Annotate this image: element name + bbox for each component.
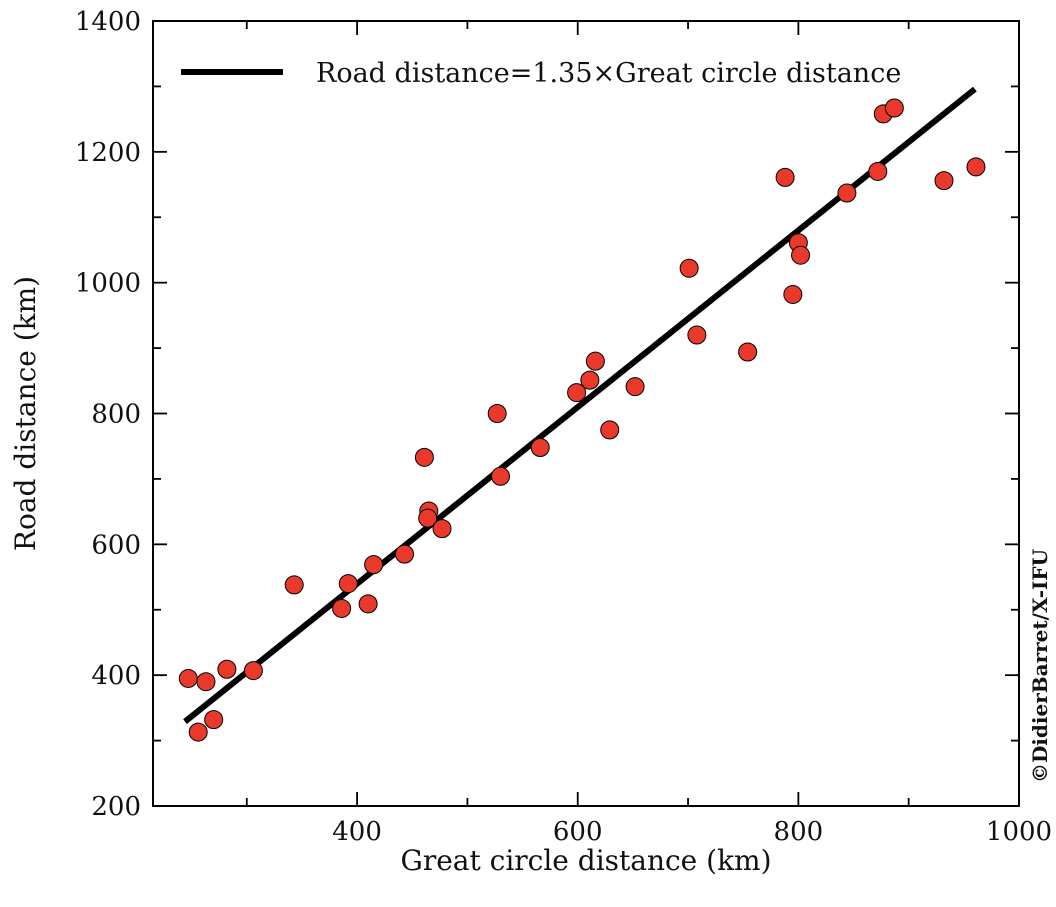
scatter-point	[585, 351, 605, 371]
y-tick-label: 1400	[75, 7, 141, 37]
scatter-point	[178, 668, 198, 688]
x-tick-label: 600	[553, 817, 603, 847]
scatter-point	[783, 284, 803, 304]
y-tick-label: 600	[91, 530, 141, 560]
scatter-point	[196, 672, 216, 692]
y-tick-label: 800	[91, 400, 141, 430]
fit-line-layer	[183, 86, 977, 724]
scatter-point	[487, 404, 507, 423]
scatter-point	[837, 183, 857, 203]
scatter-point	[934, 171, 954, 191]
scatter-point	[625, 377, 645, 397]
tick-labels: 400 600 800 1000 200 400 600 800 1000 1200 1400	[75, 7, 1052, 847]
scatter-point	[217, 659, 237, 679]
scatter-point	[358, 594, 378, 614]
y-tick-label: 200	[91, 792, 141, 822]
credit-text: ©DidierBarret/X-IFU	[1028, 549, 1052, 783]
scatter-point	[580, 370, 600, 390]
x-tick-label: 400	[332, 817, 382, 847]
scatter-point	[687, 325, 707, 345]
legend-label: Road distance=1.35×Great circle distance	[316, 58, 901, 89]
scatter-point	[188, 722, 208, 742]
scatter-point	[679, 258, 699, 278]
plot-frame	[152, 20, 1020, 807]
x-tick-label: 800	[774, 817, 824, 847]
scatter-point	[491, 466, 511, 486]
scatter-point	[338, 574, 358, 594]
scatter-point	[966, 157, 986, 177]
y-tick-label: 1000	[75, 269, 141, 299]
scatter-point	[414, 447, 434, 467]
y-axis-title: Road distance (km)	[9, 276, 42, 551]
scatter-point	[204, 710, 224, 730]
scatter-point	[432, 519, 452, 539]
legend: Road distance=1.35×Great circle distance	[181, 58, 901, 89]
scatter-point	[530, 438, 550, 458]
axis-ticks	[153, 20, 1020, 807]
scatter-point	[418, 508, 438, 528]
scatter-point	[884, 98, 904, 118]
scatter-point	[775, 167, 795, 187]
scatter-point	[284, 575, 304, 595]
y-tick-label: 400	[91, 661, 141, 691]
scatter-point	[600, 420, 620, 440]
scatter-point	[738, 342, 758, 362]
scatter-point	[364, 555, 384, 575]
scatter-point	[868, 161, 888, 181]
scatter-point	[791, 245, 811, 265]
scatter-point	[243, 661, 263, 681]
scatter-point	[395, 544, 415, 564]
scatter-point	[332, 598, 352, 618]
fit-line	[183, 86, 977, 724]
x-tick-label: 1000	[986, 817, 1052, 847]
y-tick-label: 1200	[75, 138, 141, 168]
x-axis-title: Great circle distance (km)	[400, 844, 771, 877]
scatter-point	[567, 383, 587, 403]
data-points	[178, 98, 986, 742]
